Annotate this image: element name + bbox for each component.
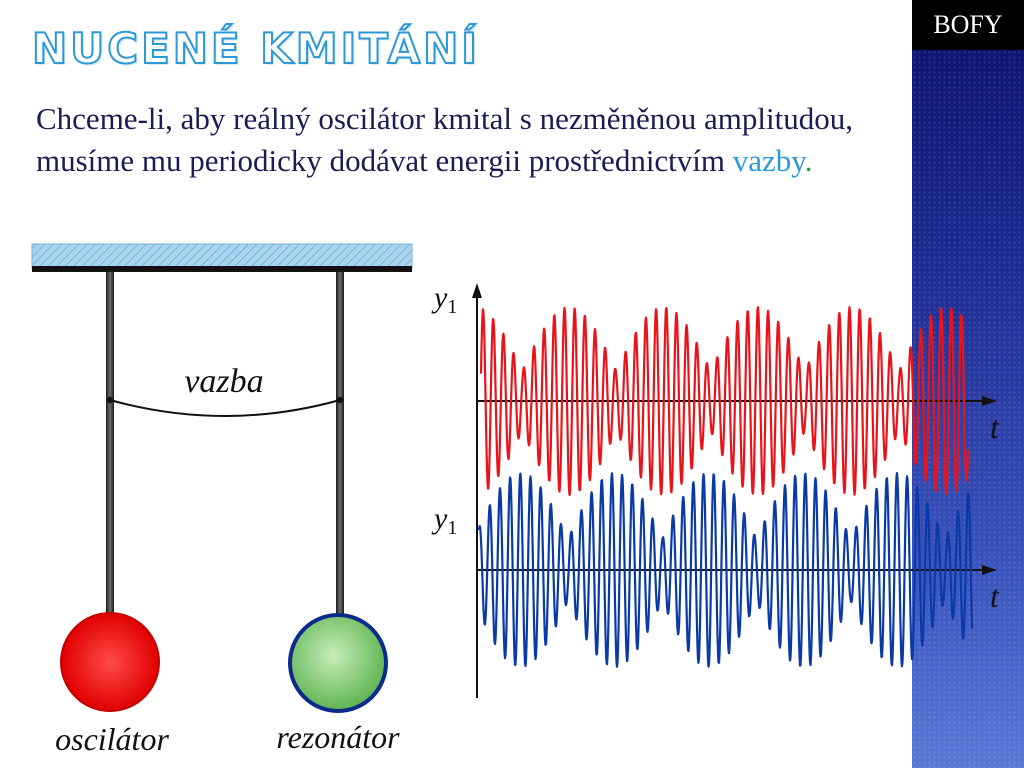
side-decoration-band bbox=[912, 0, 1024, 768]
resonator-trace bbox=[477, 472, 974, 668]
top-y-axis-label: y1 bbox=[431, 281, 457, 318]
resonator-label: rezonátor bbox=[276, 719, 400, 755]
top-x-axis-label: t bbox=[990, 409, 1000, 445]
bottom-y-axis-subscript: 1 bbox=[447, 517, 457, 539]
top-y-axis-subscript: 1 bbox=[447, 296, 457, 318]
oscillator-label: oscilátor bbox=[55, 721, 169, 757]
paragraph-text: Chceme-li, aby reálný oscilátor kmital s… bbox=[36, 101, 853, 178]
resonator-rod bbox=[336, 272, 344, 618]
intro-paragraph: Chceme-li, aby reálný oscilátor kmital s… bbox=[36, 98, 886, 182]
oscillator-trace bbox=[479, 306, 970, 496]
paragraph-highlight: vazby bbox=[732, 143, 805, 178]
bofy-badge: BOFY bbox=[912, 0, 1024, 50]
oscillator-rod bbox=[106, 272, 114, 616]
bottom-x-axis-label: t bbox=[990, 578, 1000, 614]
coupling-point-right bbox=[336, 396, 344, 404]
slide-title: NUCENÉ KMITÁNÍ bbox=[31, 24, 480, 73]
ceiling-support bbox=[31, 243, 413, 272]
paragraph-end: . bbox=[804, 143, 813, 178]
coupling-label: vazba bbox=[184, 363, 263, 400]
top-time-axis-arrow-icon bbox=[982, 396, 997, 406]
oscillator-bob bbox=[60, 612, 160, 712]
coupling-point-left bbox=[106, 396, 114, 404]
resonator-bob bbox=[288, 613, 388, 713]
coupling-string bbox=[109, 399, 341, 417]
y-axis-arrow-icon bbox=[472, 283, 482, 298]
bottom-time-axis-arrow-icon bbox=[982, 565, 997, 575]
bottom-y-axis-label: y1 bbox=[431, 502, 457, 539]
